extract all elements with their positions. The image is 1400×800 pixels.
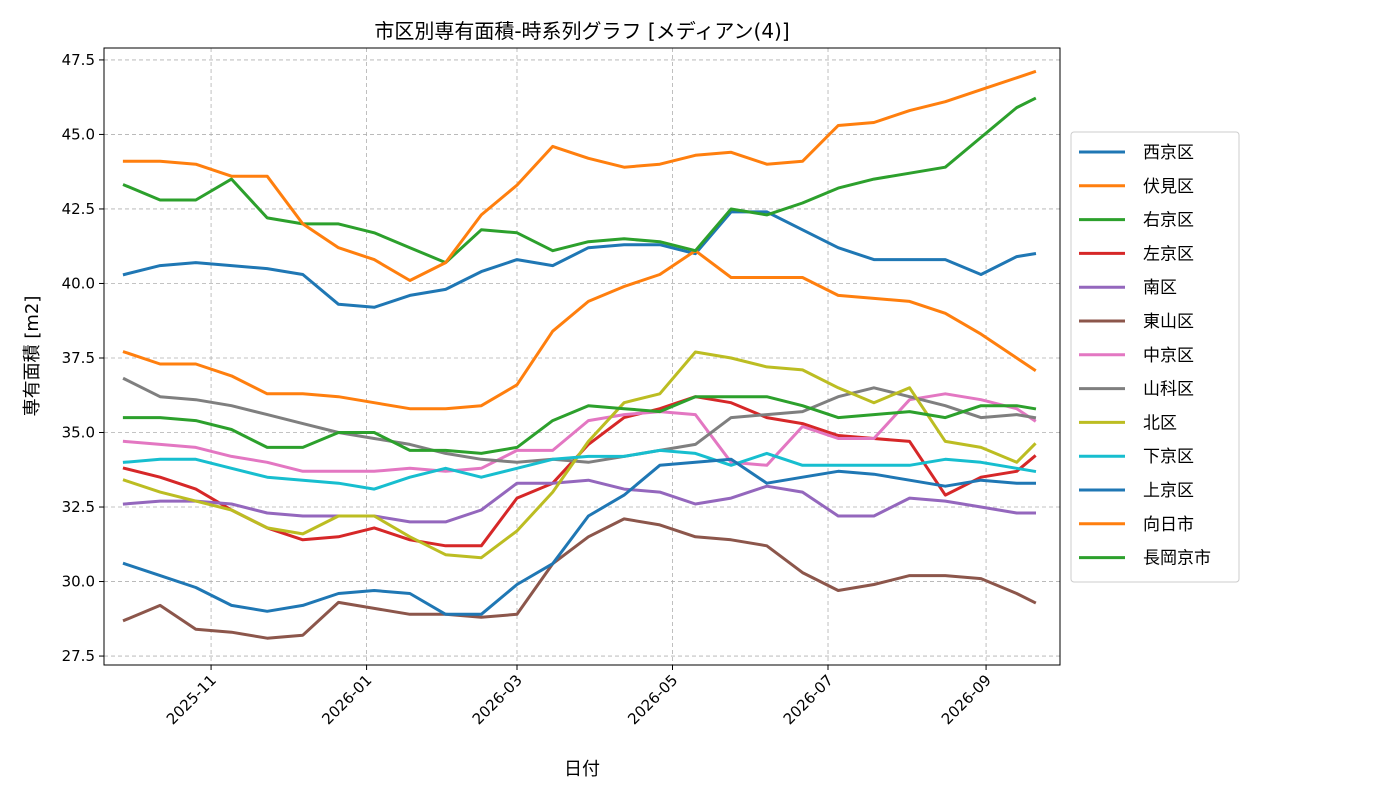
legend-label: 向日市: [1143, 515, 1194, 535]
legend-label: 中京区: [1143, 346, 1194, 366]
x-axis-title: 日付: [564, 759, 600, 780]
legend-label: 東山区: [1143, 312, 1194, 332]
chart-title: 市区別専有面積-時系列グラフ [メディアン(4)]: [374, 19, 789, 43]
series-line: [122, 517, 1037, 640]
series-line: [122, 448, 1037, 491]
y-tick-label: 47.5: [62, 51, 95, 69]
y-axis-title: 専有面積 [m2]: [22, 296, 43, 417]
series-line: [122, 69, 1037, 282]
legend-label: 西京区: [1143, 143, 1194, 163]
series-line: [122, 249, 1037, 411]
series-line: [122, 478, 1036, 524]
legend-label: 長岡京市: [1143, 549, 1211, 569]
legend-label: 右京区: [1143, 211, 1194, 231]
y-tick-label: 27.5: [62, 647, 95, 665]
y-tick-label: 40.0: [62, 274, 95, 292]
y-tick-label: 42.5: [62, 200, 95, 218]
series-line: [122, 96, 1037, 265]
legend-label: 伏見区: [1143, 177, 1194, 197]
y-tick-label: 32.5: [62, 498, 95, 516]
legend-label: 南区: [1143, 278, 1177, 298]
y-tick-label: 35.0: [62, 424, 95, 442]
legend-label: 北区: [1143, 413, 1177, 433]
legend-label: 山科区: [1143, 380, 1194, 400]
y-axis: 27.5 30.0 32.5 35.0 37.5 40.0 42.5 45.0 47.5: [62, 51, 104, 665]
series-line: [122, 395, 1037, 455]
y-tick-label: 45.0: [62, 125, 95, 143]
legend-frame: [1070, 131, 1240, 583]
series-lines: [122, 69, 1037, 640]
series-line: [122, 457, 1036, 616]
plot-frame: [103, 47, 1061, 666]
legend-label: 上京区: [1143, 481, 1194, 501]
y-tick-label: 30.0: [62, 573, 95, 591]
series-line: [122, 395, 1037, 548]
series-line: [122, 350, 1037, 560]
y-tick-label: 37.5: [62, 349, 95, 367]
series-line: [122, 210, 1037, 309]
grid: [104, 48, 1060, 665]
legend-label: 下京区: [1143, 447, 1194, 467]
legend-label: 左京区: [1143, 244, 1194, 264]
